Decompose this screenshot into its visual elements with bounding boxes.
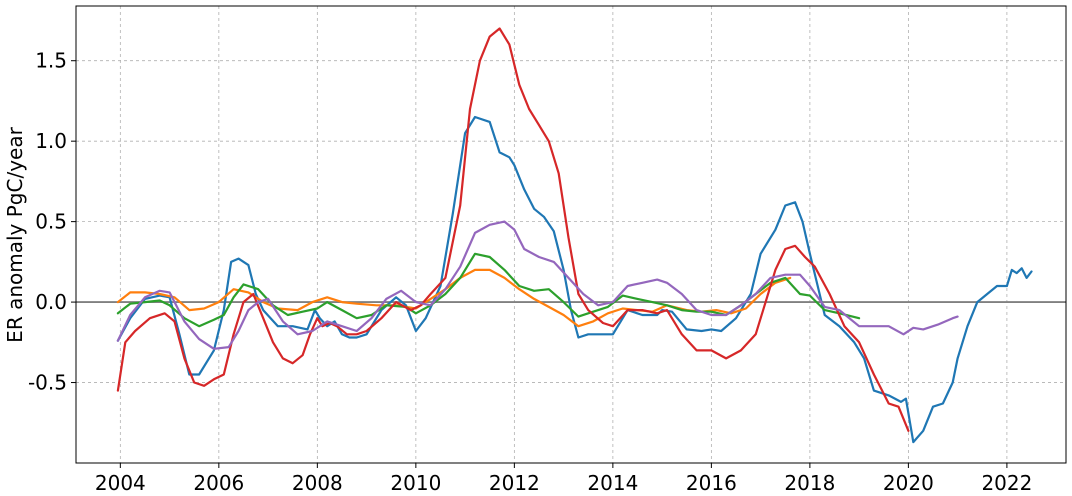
x-tick-label: 2006 — [193, 471, 244, 495]
x-axis-ticks: 2004 2006 2008 2010 2012 2014 2016 2018 2020 2022 — [95, 463, 1032, 495]
series-line-1 — [116, 115, 1033, 444]
series-lines — [116, 27, 1033, 444]
x-tick-label: 2022 — [981, 471, 1032, 495]
plot-frame — [75, 5, 1067, 464]
grid — [76, 6, 1066, 463]
series-line-3 — [116, 252, 861, 328]
x-tick-label: 2016 — [686, 471, 737, 495]
y-tick-label: 1.0 — [35, 129, 67, 153]
x-tick-label: 2004 — [95, 471, 146, 495]
x-tick-label: 2014 — [587, 471, 638, 495]
y-axis-label: ER anomaly PgC/year — [3, 126, 27, 342]
y-tick-label: -0.5 — [28, 371, 67, 395]
x-tick-label: 2018 — [784, 471, 835, 495]
x-tick-label: 2020 — [883, 471, 934, 495]
x-tick-label: 2012 — [489, 471, 540, 495]
x-tick-label: 2010 — [390, 471, 441, 495]
y-tick-label: 0.0 — [35, 290, 67, 314]
x-tick-label: 2008 — [292, 471, 343, 495]
y-tick-label: 0.5 — [35, 210, 67, 234]
series-line-4 — [116, 27, 910, 432]
y-axis-ticks: -0.5 0.0 0.5 1.0 1.5 — [28, 49, 76, 395]
y-tick-label: 1.5 — [35, 49, 67, 73]
series-line-5 — [116, 220, 959, 350]
